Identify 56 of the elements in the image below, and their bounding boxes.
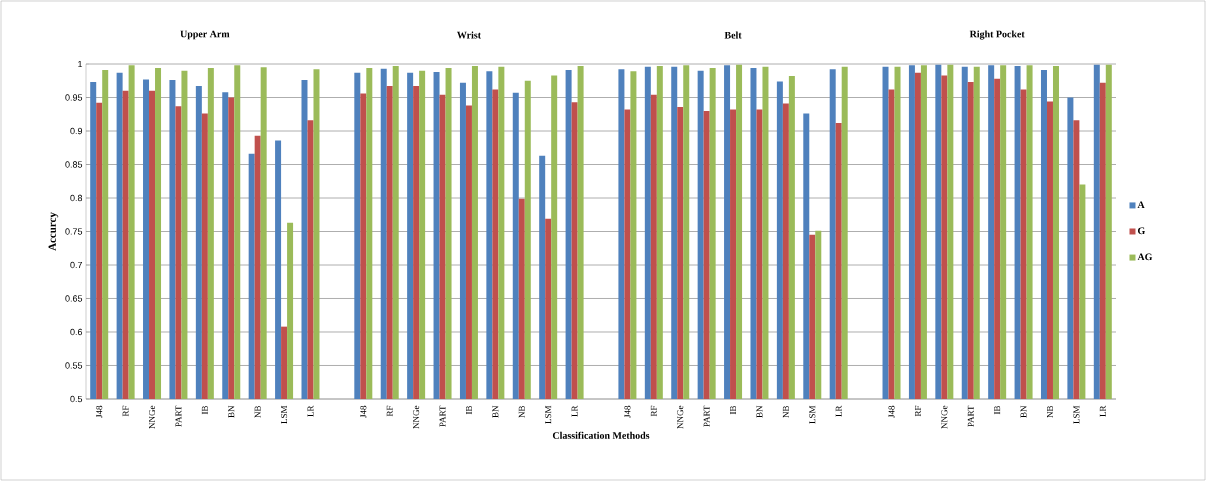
y-tick-label: 0.85	[65, 161, 83, 168]
x-tick-label: LR	[835, 405, 842, 417]
y-tick-label: 1	[78, 60, 83, 68]
x-tick-label: RF	[386, 405, 393, 417]
x-tick-label: IB	[730, 405, 737, 415]
x-tick-label: IB	[994, 405, 1001, 415]
text: Right Pocket	[969, 30, 1025, 40]
y-tick-label: 0.95	[65, 94, 83, 101]
text: Belt	[724, 31, 742, 39]
x-tick-label: J48	[888, 405, 895, 418]
x-axis-title: Classification Methods	[552, 431, 650, 439]
x-tick-label: LSM	[809, 405, 816, 424]
x-tick-label: J48	[96, 405, 103, 418]
x-tick-label: BN	[1020, 405, 1027, 418]
x-tick-label: IB	[201, 405, 208, 415]
x-tick-label: PART	[703, 405, 710, 427]
x-tick-label: BN	[492, 405, 499, 418]
x-tick-label: NB	[518, 405, 525, 418]
legend-label: A	[1137, 201, 1145, 208]
x-tick-label: NB	[254, 405, 261, 418]
text: Wrist	[457, 31, 481, 39]
x-tick-label: RF	[914, 405, 921, 417]
x-tick-label: J48	[360, 405, 367, 418]
y-tick-label: 0.7	[70, 261, 83, 269]
y-tick-label: 0.55	[65, 362, 83, 369]
x-tick-label: NNGe	[677, 405, 684, 429]
x-tick-label: LR	[307, 405, 314, 417]
x-tick-label: PART	[175, 405, 182, 427]
x-tick-label: NB	[1047, 405, 1053, 418]
y-axis-title: Accurcy	[48, 212, 59, 251]
x-tick-label: PART	[439, 405, 446, 427]
y-tick-label: 0.75	[65, 228, 83, 235]
y-tick-label: 0.9	[70, 127, 83, 135]
x-tick-label: BN	[228, 405, 235, 418]
legend-label: AG	[1137, 253, 1153, 261]
x-tick-label: IB	[466, 405, 472, 415]
x-tick-label: BN	[756, 405, 763, 418]
x-tick-label: RF	[650, 405, 657, 417]
x-tick-label: NNGe	[941, 405, 948, 429]
x-tick-label: NNGe	[149, 405, 156, 429]
x-tick-label: LR	[571, 405, 578, 417]
x-tick-label: LSM	[281, 405, 288, 424]
x-tick-label: NB	[782, 405, 789, 418]
y-tick-label: 0.6	[70, 328, 83, 336]
y-tick-label: 0.5	[70, 395, 83, 403]
legend-label: G	[1137, 227, 1145, 235]
x-tick-label: J48	[624, 405, 631, 418]
x-tick-label: LSM	[1073, 405, 1080, 424]
y-tick-label: 0.65	[65, 295, 83, 302]
x-tick-label: PART	[967, 405, 974, 427]
x-tick-label: RF	[122, 405, 129, 417]
y-tick-label: 0.8	[70, 194, 83, 202]
x-tick-label: LR	[1099, 405, 1106, 417]
text: Upper Arm	[180, 30, 230, 40]
x-tick-label: NNGe	[413, 405, 420, 429]
x-tick-label: LSM	[545, 405, 552, 424]
